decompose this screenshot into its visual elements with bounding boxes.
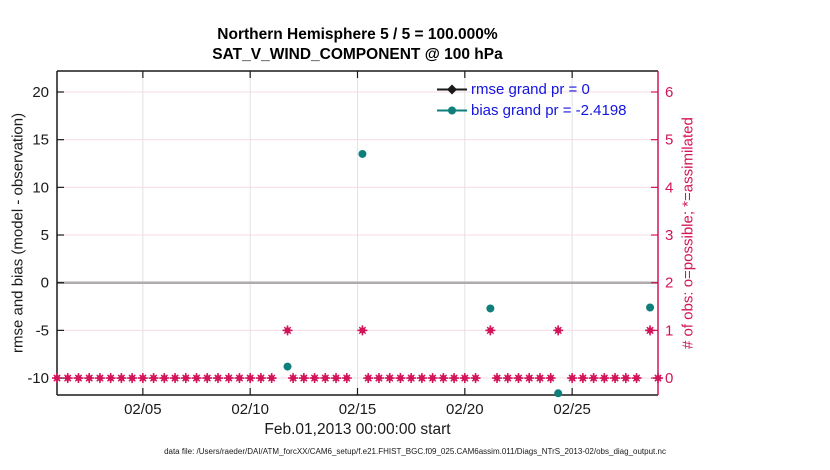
obs-count-marker [579, 374, 587, 382]
right-tick-label: 2 [665, 275, 673, 292]
right-tick-label: 6 [665, 84, 673, 101]
legend-entry-rmse: rmse grand pr = 0 [471, 81, 590, 98]
obs-count-marker [375, 374, 383, 382]
obs-count-marker [554, 326, 562, 335]
obs-count-marker [407, 374, 415, 382]
obs-count-marker [225, 374, 233, 382]
x-tick-label: 02/10 [231, 401, 269, 418]
obs-count-marker [611, 374, 619, 382]
obs-count-marker [332, 374, 340, 382]
obs-count-marker [486, 326, 495, 335]
obs-count-marker [536, 374, 544, 382]
obs-count-marker [149, 374, 158, 382]
obs-count-marker [546, 374, 555, 382]
obs-count-marker [182, 374, 190, 382]
obs-count-marker [622, 374, 630, 382]
bias-point [554, 389, 563, 398]
obs-count-marker [396, 374, 405, 382]
obs-count-marker [471, 374, 480, 382]
right-tick-label: 3 [665, 227, 673, 244]
obs-count-marker [53, 374, 61, 382]
obs-count-marker [289, 374, 297, 382]
obs-count-marker [386, 374, 394, 382]
obs-count-marker [310, 374, 319, 382]
obs-count-marker [450, 374, 458, 382]
x-tick-label: 02/05 [124, 401, 162, 418]
bias-point [646, 303, 655, 312]
bias-point [283, 362, 292, 371]
obs-count-marker [504, 374, 512, 382]
left-tick-label: 20 [32, 84, 49, 101]
obs-count-marker [300, 374, 308, 382]
left-tick-label: 5 [41, 227, 49, 244]
left-tick-label: 15 [32, 132, 49, 149]
obs-count-marker [117, 374, 126, 382]
chart-subtitle: SAT_V_WIND_COMPONENT @ 100 hPa [212, 46, 503, 63]
right-tick-label: 0 [665, 370, 673, 387]
obs-count-marker [632, 374, 641, 382]
legend-entry-bias: bias grand pr = -2.4198 [471, 102, 627, 119]
obs-count-marker [428, 374, 437, 382]
obs-count-marker [600, 374, 609, 382]
obs-count-marker [257, 374, 265, 382]
left-tick-label: -5 [36, 322, 49, 339]
obs-count-marker [646, 326, 654, 335]
obs-count-marker [439, 374, 448, 382]
obs-count-marker [321, 374, 329, 382]
left-tick-label: -10 [27, 370, 49, 387]
left-tick-label: 0 [41, 275, 49, 292]
obs-count-marker [589, 374, 598, 382]
right-axis-label: # of obs: o=possible; *=assimilated [679, 117, 697, 349]
left-axis-label: rmse and bias (model - observation) [9, 112, 27, 354]
x-tick-label: 02/20 [446, 401, 484, 418]
x-tick-label: 02/15 [339, 401, 377, 418]
legend-sample-circle [448, 106, 456, 115]
obs-count-marker [246, 374, 254, 382]
obs-count-marker [85, 374, 93, 382]
obs-count-marker [654, 374, 662, 382]
obs-count-marker [192, 374, 201, 382]
right-tick-label: 1 [665, 322, 673, 339]
left-tick-label: 10 [32, 179, 49, 196]
x-axis-label: Feb.01,2013 00:00:00 start [264, 421, 451, 438]
obs-count-marker [106, 374, 115, 382]
obs-count-marker [343, 374, 351, 382]
right-tick-label: 5 [665, 132, 673, 149]
data-file-path: data file: /Users/raeder/DAI/ATM_forcXX/… [164, 447, 666, 456]
obs-count-marker [203, 374, 211, 382]
obs-count-marker [160, 374, 169, 382]
obs-count-marker [64, 374, 72, 382]
obs-count-marker [358, 326, 367, 335]
obs-count-marker [568, 374, 576, 382]
obs-count-marker [283, 326, 292, 335]
obs-count-marker [418, 374, 426, 382]
obs-count-marker [235, 374, 244, 382]
chart-title: Northern Hemisphere 5 / 5 = 100.000% [217, 26, 498, 43]
obs-count-marker [171, 374, 179, 382]
obs-count-marker [364, 374, 372, 382]
obs-count-marker [267, 374, 276, 382]
obs-count-marker [139, 374, 147, 382]
legend-sample-diamond [447, 84, 457, 95]
bias-point [486, 304, 495, 313]
obs-count-marker [74, 374, 83, 382]
bias-point [358, 149, 367, 158]
obs-count-marker [128, 374, 136, 382]
obs-count-marker [96, 374, 104, 382]
obs-count-marker [525, 374, 533, 382]
right-tick-label: 4 [665, 179, 673, 196]
obs-count-marker [493, 374, 501, 382]
obs-count-marker [514, 374, 523, 382]
obs-count-marker [461, 374, 469, 382]
x-tick-label: 02/25 [553, 401, 591, 418]
obs-count-marker [214, 374, 222, 382]
